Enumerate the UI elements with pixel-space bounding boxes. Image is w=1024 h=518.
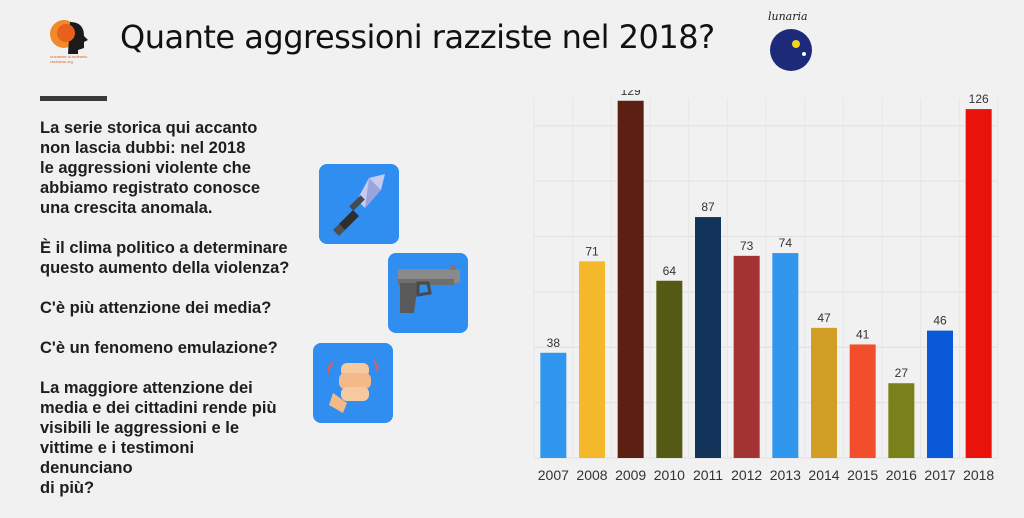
data-label-2013: 74: [779, 236, 793, 250]
paragraph-attenzione-media: C'è più attenzione dei media?: [40, 299, 272, 317]
logo-lunaria: lunaria: [760, 10, 822, 74]
bar-2008: [579, 261, 605, 458]
data-label-2015: 41: [856, 327, 870, 341]
data-label-2009: 129: [621, 90, 641, 98]
data-label-2008: 71: [585, 244, 599, 258]
data-label-2011: 87: [701, 200, 715, 214]
x-tick-2012: 2012: [731, 467, 762, 483]
fist-icon: [327, 360, 379, 413]
bar-2014: [811, 327, 837, 458]
x-tick-2008: 2008: [576, 467, 607, 483]
paragraph-clima-politico: È il clima politico a determinare questo…: [40, 239, 290, 277]
bar-chart-svg: 38 2007 71 2008 129 2009 64 2010 87 2011 73 2012 74 2…: [533, 90, 999, 483]
x-tick-2007: 2007: [538, 467, 569, 483]
data-label-2012: 73: [740, 239, 754, 253]
logo-cronache: cronache di ordinario razzismo.org: [46, 16, 98, 68]
data-label-2007: 38: [547, 336, 561, 350]
x-tick-2011: 2011: [693, 467, 723, 483]
knife-tile: [319, 164, 399, 244]
data-label-2014: 47: [817, 311, 831, 325]
page-title: Quante aggressioni razziste nel 2018?: [120, 18, 715, 56]
bar-chart: 38 2007 71 2008 129 2009 64 2010 87 2011 73 2012 74 2…: [520, 90, 1010, 490]
bar-2011: [695, 217, 721, 458]
bar-2016: [888, 383, 915, 458]
x-tick-2010: 2010: [654, 467, 685, 483]
knife-icon: [333, 174, 385, 236]
bar-2009: [617, 100, 644, 459]
bar-2013: [772, 253, 799, 458]
pistol-tile: [388, 253, 468, 333]
pistol-icon: [398, 265, 460, 313]
bar-2010: [656, 280, 683, 458]
x-tick-2016: 2016: [886, 467, 917, 483]
bar-2012: [733, 255, 760, 458]
data-label-2018: 126: [969, 92, 989, 106]
x-tick-2017: 2017: [924, 467, 955, 483]
bar-2017: [927, 330, 953, 458]
intro-text: La serie storica qui accanto non lascia …: [40, 118, 290, 518]
heads-logo-icon: [50, 20, 88, 54]
x-tick-2014: 2014: [808, 467, 839, 483]
paragraph-serie-storica: La serie storica qui accanto non lascia …: [40, 119, 261, 217]
data-label-2010: 64: [663, 264, 677, 278]
logo-left-text: cronache di ordinario razzismo.org: [50, 54, 88, 64]
bar-2007: [540, 352, 567, 458]
section-rule: [40, 96, 107, 101]
bar-2018: [965, 109, 992, 459]
data-label-2017: 46: [933, 314, 947, 328]
paragraph-emulazione: C'è un fenomeno emulazione?: [40, 339, 278, 357]
fist-tile: [313, 343, 393, 423]
data-label-2016: 27: [895, 366, 909, 380]
x-tick-2009: 2009: [615, 467, 646, 483]
bar-2015: [849, 344, 876, 458]
moon-logo-icon: [770, 29, 812, 71]
x-tick-2015: 2015: [847, 467, 878, 483]
logo-right-text: lunaria: [768, 10, 808, 23]
x-tick-2018: 2018: [963, 467, 994, 483]
x-tick-2013: 2013: [770, 467, 801, 483]
paragraph-maggiore-attenzione: La maggiore attenzione dei media e dei c…: [40, 379, 277, 497]
